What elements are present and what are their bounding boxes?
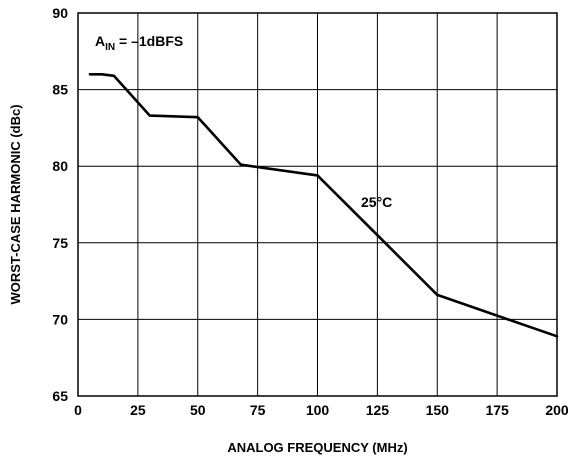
- series-layer: [88, 73, 559, 338]
- plot-frame: [77, 12, 558, 397]
- x-tick-label: 25: [130, 402, 146, 418]
- x-tick-label: 50: [190, 402, 206, 418]
- annotation-subscript: IN: [105, 42, 115, 53]
- x-tick-label: 200: [545, 402, 569, 418]
- y-tick-label: 85: [52, 82, 68, 98]
- y-axis-title: WORST-CASE HARMONIC (dBc): [8, 104, 23, 304]
- temperature-annotation: 25°C: [361, 194, 392, 210]
- annotation-a: A: [95, 33, 105, 49]
- x-tick-label: 0: [74, 402, 82, 418]
- y-tick-label: 90: [52, 5, 68, 21]
- input-amplitude-annotation: AIN = –1dBFS: [95, 33, 183, 53]
- x-tick-label: 175: [485, 402, 509, 418]
- y-tick-label: 65: [52, 388, 68, 404]
- y-tick-labels: 65 70 75 80 85 90: [52, 5, 68, 404]
- x-tick-labels: 0 25 50 75 100 125 150 175 200: [74, 402, 569, 418]
- x-tick-label: 100: [306, 402, 330, 418]
- y-tick-label: 80: [52, 158, 68, 174]
- grid-lines: [78, 13, 557, 396]
- series-line: [88, 73, 559, 338]
- y-tick-label: 70: [52, 311, 68, 327]
- x-tick-label: 75: [250, 402, 266, 418]
- x-axis-title: ANALOG FREQUENCY (MHz): [227, 440, 407, 455]
- x-tick-label: 125: [366, 402, 390, 418]
- y-tick-label: 75: [52, 235, 68, 251]
- x-tick-label: 150: [426, 402, 450, 418]
- annotation-rest: = –1dBFS: [115, 33, 183, 49]
